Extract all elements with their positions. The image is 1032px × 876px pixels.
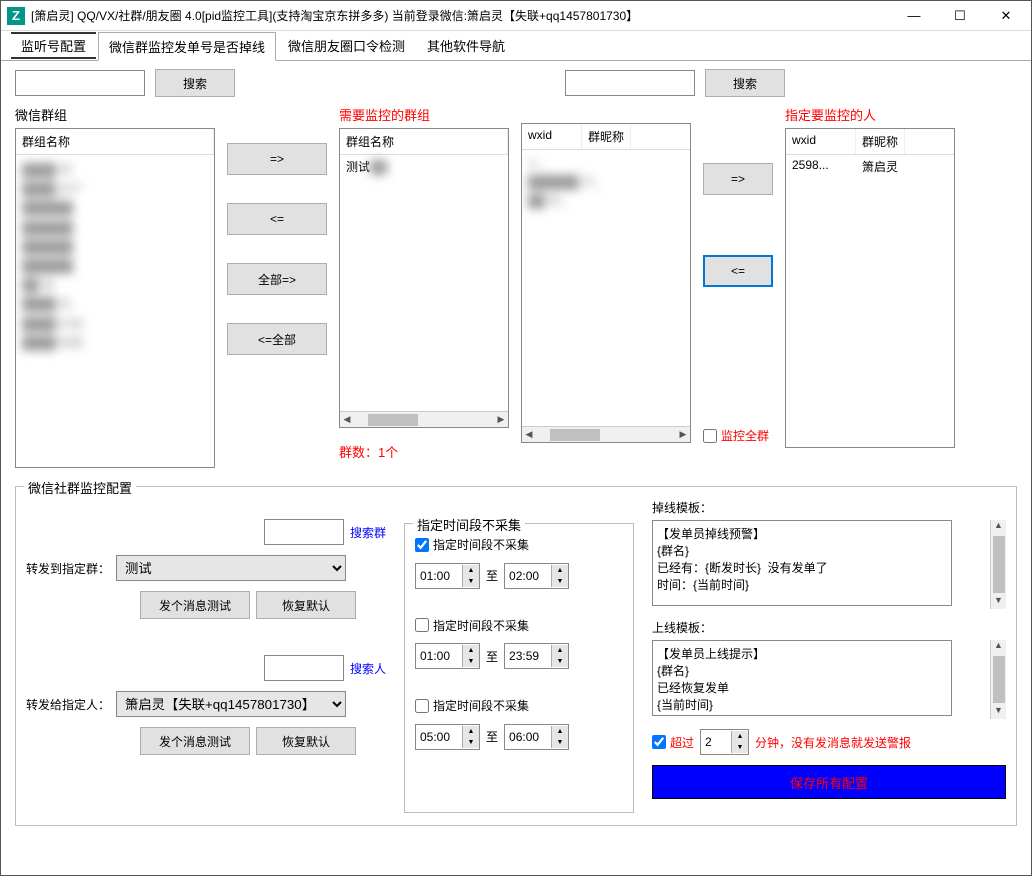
cfg-left: 搜索群 转发到指定群： 测试 发个消息测试 恢复默认 搜索人 [26,499,386,813]
search-row: 搜索 搜索 [15,69,1017,97]
wx-groups-label: 微信群组 [15,105,215,124]
online-tmpl-label: 上线模板： [652,619,1006,636]
move-all-right-button[interactable]: 全部=> [227,263,327,295]
person-list[interactable]: wxid 群昵称 2598... 箫启灵 [785,128,955,448]
test-msg-group-button[interactable]: 发个消息测试 [140,591,250,619]
need-monitor-label: 需要监控的群组 [339,105,509,124]
app-window: Z [箫启灵] QQ/VX/社群/朋友圈 4.0[pid监控工具](支持淘宝京东… [0,0,1032,876]
search-input-right[interactable] [565,70,695,96]
search-person-input[interactable] [264,655,344,681]
time-2a[interactable]: ▲▼ [415,643,480,669]
col-nick-2: 群昵称 [856,129,905,154]
fwd-person-label: 转发给指定人： [26,696,110,713]
offline-tmpl-label: 掉线模板： [652,499,1006,516]
tab-bar: 监听号配置 微信群监控发单号是否掉线 微信朋友圈口令检测 其他软件导航 [1,31,1031,61]
fwd-person-select[interactable]: 箫启灵【失联+qq1457801730】 [116,691,346,717]
cfg-right: 掉线模板： 【发单员掉线预警】 {群名} 已经有：{断发时长} 没有发单了 时间… [652,499,1006,813]
person-row[interactable]: 2598... 箫启灵 [786,155,954,178]
online-template-textarea[interactable]: 【发单员上线提示】 {群名} 已经恢复发单 {当前时间} [652,640,952,716]
maximize-button[interactable]: ☐ [937,2,983,30]
restore-person-button[interactable]: 恢复默认 [256,727,356,755]
search-person-link[interactable]: 搜索人 [350,660,386,677]
search-input-left[interactable] [15,70,145,96]
minimize-button[interactable]: ― [891,2,937,30]
cfg-mid: 指定时间段不采集 指定时间段不采集 ▲▼ 至 ▲▼ 指定时间段不采集 ▲▼ 至 … [404,499,634,813]
restore-group-button[interactable]: 恢复默认 [256,591,356,619]
specify-person-label: 指定要监控的人 [785,105,955,124]
col-wxid: wxid [522,124,582,149]
col-nick: 群昵称 [582,124,631,149]
window-title: [箫启灵] QQ/VX/社群/朋友圈 4.0[pid监控工具](支持淘宝京东拼多… [31,7,891,24]
monitor-groups-list[interactable]: 群组名称 测试██ ◀▶ [339,128,509,428]
timerange-legend: 指定时间段不采集 [413,515,525,534]
exceed-checkbox[interactable]: 超过 [652,734,694,751]
config-groupbox: 微信社群监控配置 搜索群 转发到指定群： 测试 发个消息测试 恢复 [15,486,1017,826]
person-move-right-button[interactable]: => [703,163,773,195]
hscroll-1[interactable]: ◀▶ [340,411,508,427]
tab-body: 搜索 搜索 微信群组 群组名称 ████ 明████ 资产███████████… [1,61,1031,875]
tab-other-nav[interactable]: 其他软件导航 [417,32,515,59]
group-count-label: 群数：1个 [339,442,509,461]
time-1b[interactable]: ▲▼ [504,563,569,589]
time-3a[interactable]: ▲▼ [415,724,480,750]
fwd-group-label: 转发到指定群： [26,560,110,577]
fwd-group-select[interactable]: 测试 [116,555,346,581]
titlebar: Z [箫启灵] QQ/VX/社群/朋友圈 4.0[pid监控工具](支持淘宝京东… [1,1,1031,31]
wx-groups-list[interactable]: 群组名称 ████ 明████ 资产██████████████████████… [15,128,215,468]
col-group-name: 群组名称 [16,129,214,154]
arrow-col-2: => <= 监控全群 [703,163,773,444]
app-icon: Z [7,7,25,25]
exceed-minutes[interactable]: ▲▼ [700,729,749,755]
arrow-col-1: => <= 全部=> <=全部 [227,143,327,355]
time-3b[interactable]: ▲▼ [504,724,569,750]
config-legend: 微信社群监控配置 [24,478,136,497]
time-2b[interactable]: ▲▼ [504,643,569,669]
move-right-button[interactable]: => [227,143,327,175]
person-move-left-button[interactable]: <= [703,255,773,287]
vscroll-offline[interactable]: ▲▼ [990,520,1006,609]
timerange-chk-1[interactable]: 指定时间段不采集 [415,536,529,553]
move-left-button[interactable]: <= [227,203,327,235]
search-group-link[interactable]: 搜索群 [350,524,386,541]
wxid-list[interactable]: wxid 群昵称 w...██████ 夫...██ 筷... ◀▶ [521,123,691,443]
search-button-left[interactable]: 搜索 [155,69,235,97]
offline-template-textarea[interactable]: 【发单员掉线预警】 {群名} 已经有：{断发时长} 没有发单了 时间：{当前时间… [652,520,952,606]
search-group-input[interactable] [264,519,344,545]
timerange-chk-3[interactable]: 指定时间段不采集 [415,697,529,714]
tab-moments-check[interactable]: 微信朋友圈口令检测 [278,32,415,59]
timerange-chk-2[interactable]: 指定时间段不采集 [415,617,529,634]
close-button[interactable]: ✕ [983,2,1029,30]
tab-listener-config[interactable]: 监听号配置 [11,32,96,59]
search-button-right[interactable]: 搜索 [705,69,785,97]
time-1a[interactable]: ▲▼ [415,563,480,589]
hscroll-2[interactable]: ◀▶ [522,426,690,442]
save-all-button[interactable]: 保存所有配置 [652,765,1006,799]
test-msg-person-button[interactable]: 发个消息测试 [140,727,250,755]
col-wxid-2: wxid [786,129,856,154]
exceed-label-2: 分钟，没有发消息就发送警报 [755,734,911,751]
monitor-all-checkbox[interactable]: 监控全群 [703,427,773,444]
lists-area: 微信群组 群组名称 ████ 明████ 资产█████████████████… [15,103,1017,468]
col-group-name-2: 群组名称 [340,129,508,154]
move-all-left-button[interactable]: <=全部 [227,323,327,355]
tab-group-monitor[interactable]: 微信群监控发单号是否掉线 [98,32,276,61]
vscroll-online[interactable]: ▲▼ [990,640,1006,719]
